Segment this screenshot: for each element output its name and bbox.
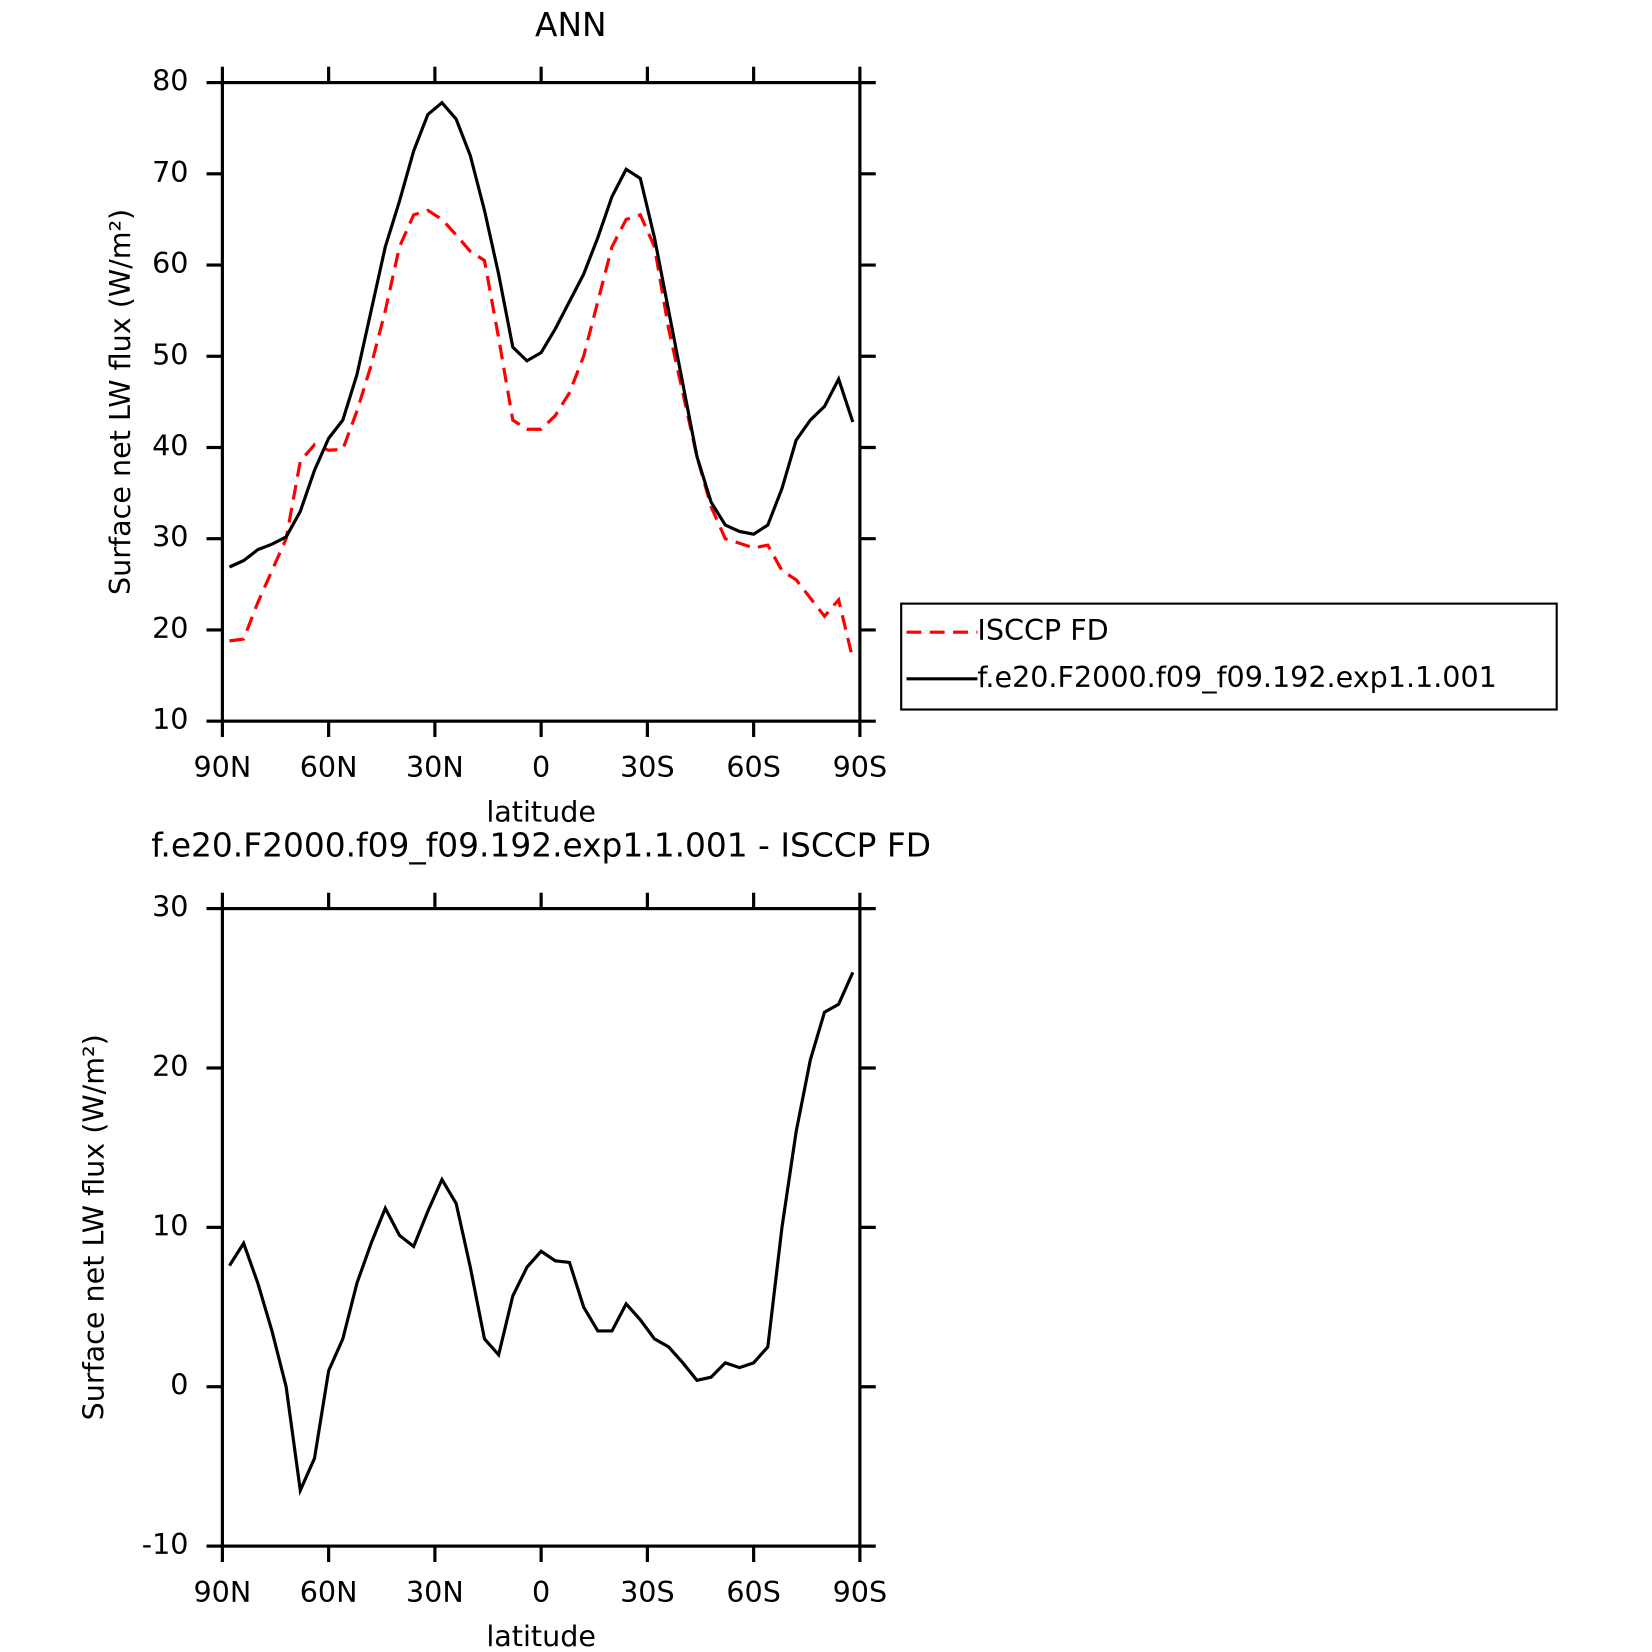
series-line — [228, 100, 855, 569]
y-tick-label: 70 — [152, 155, 188, 189]
x-tick-label: 30S — [620, 1575, 675, 1609]
y-tick-label: 50 — [152, 337, 188, 371]
x-axis-label: latitude — [486, 1619, 596, 1652]
y-tick-label: 0 — [170, 1368, 188, 1402]
x-tick-label: 60S — [726, 1575, 781, 1609]
y-tick-label: 20 — [152, 611, 188, 645]
y-axis-label: Surface net LW flux (W/m²) — [103, 209, 137, 595]
legend-box — [900, 602, 1558, 711]
legend-label: f.e20.F2000.f09_f09.192.exp1.1.001 — [977, 660, 1496, 694]
chart-title: ANN — [535, 6, 607, 44]
x-tick-label: 90N — [194, 1575, 252, 1609]
x-tick-label: 30N — [406, 1575, 464, 1609]
x-tick-label: 30S — [620, 750, 675, 784]
y-tick-label: 60 — [152, 246, 188, 280]
plot-frame — [220, 907, 862, 1548]
chart-title: f.e20.F2000.f09_f09.192.exp1.1.001 - ISC… — [151, 827, 931, 865]
x-tick-label: 90S — [833, 750, 888, 784]
series-line — [229, 208, 855, 660]
x-tick-label: 90N — [194, 750, 252, 784]
y-tick-label: 40 — [152, 428, 188, 462]
legend-label: ISCCP FD — [977, 613, 1108, 647]
x-tick-label: 60S — [726, 750, 781, 784]
x-tick-label: 0 — [532, 1575, 550, 1609]
x-tick-label: 90S — [833, 1575, 888, 1609]
x-tick-label: 30N — [406, 750, 464, 784]
x-tick-label: 60N — [300, 750, 358, 784]
y-tick-label: 30 — [152, 890, 188, 924]
x-axis-label: latitude — [486, 794, 596, 828]
y-tick-label: 10 — [152, 1208, 188, 1242]
x-tick-label: 60N — [300, 1575, 358, 1609]
x-tick-label: 0 — [532, 750, 550, 784]
plot-frame — [220, 81, 862, 723]
y-tick-label: -10 — [142, 1527, 189, 1561]
y-tick-label: 30 — [152, 520, 188, 554]
y-tick-label: 10 — [152, 702, 188, 736]
y-tick-label: 80 — [152, 64, 188, 98]
y-tick-label: 20 — [152, 1049, 188, 1083]
y-axis-label: Surface net LW flux (W/m²) — [76, 1034, 110, 1420]
series-line — [228, 971, 855, 1497]
